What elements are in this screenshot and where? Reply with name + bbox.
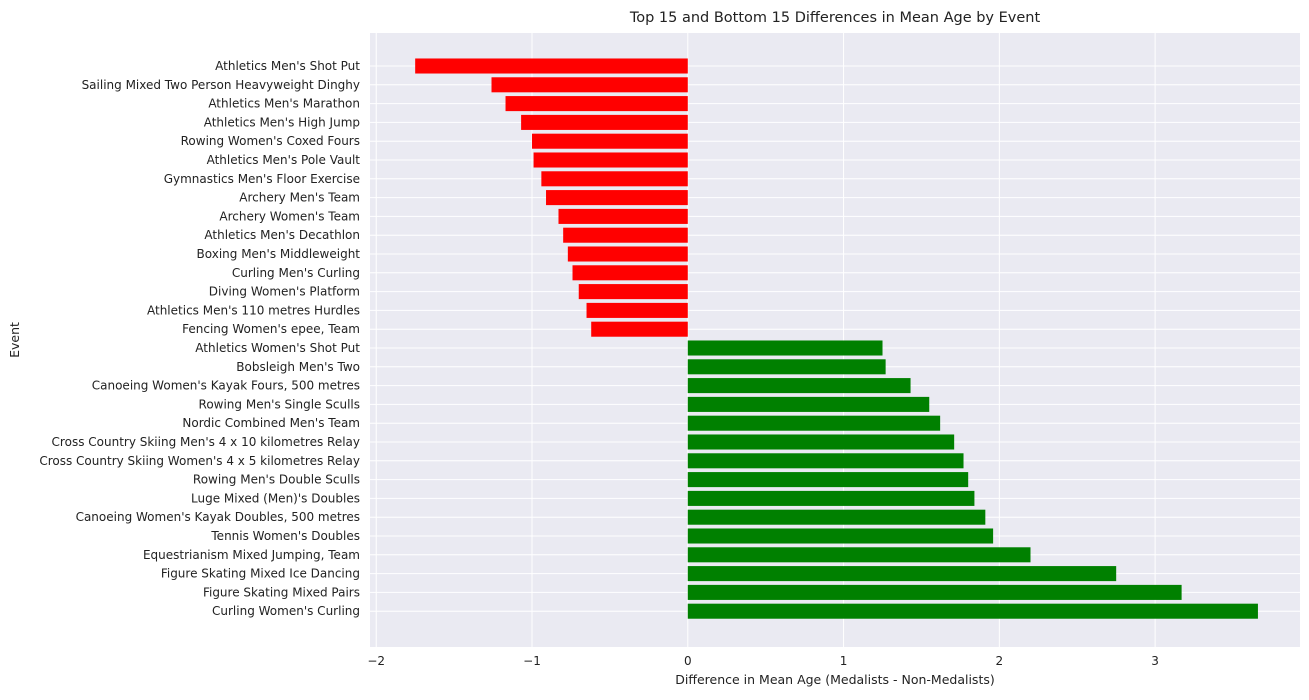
y-tick-label: Equestrianism Mixed Jumping, Team xyxy=(143,548,360,562)
y-tick-label: Athletics Men's Pole Vault xyxy=(207,153,361,167)
y-tick-label: Curling Women's Curling xyxy=(212,604,360,618)
bars-layer xyxy=(415,58,1258,619)
bar xyxy=(687,378,911,394)
plot-background xyxy=(370,33,1300,647)
y-tick-label: Rowing Women's Coxed Fours xyxy=(181,134,360,148)
chart-title: Top 15 and Bottom 15 Differences in Mean… xyxy=(629,10,1041,26)
y-tick-label: Athletics Men's Decathlon xyxy=(204,228,360,242)
bar xyxy=(687,603,1258,619)
x-tick-label: 1 xyxy=(840,654,848,668)
bar xyxy=(687,528,994,544)
bar xyxy=(541,171,688,187)
bar xyxy=(687,509,986,525)
y-axis-title: Event xyxy=(7,322,22,358)
y-tick-label: Figure Skating Mixed Pairs xyxy=(203,585,360,599)
y-tick-label: Athletics Men's Marathon xyxy=(208,97,360,111)
y-tick-label: Athletics Women's Shot Put xyxy=(195,341,360,355)
y-tick-label: Cross Country Skiing Men's 4 x 10 kilome… xyxy=(52,435,360,449)
y-tick-label: Luge Mixed (Men)'s Doubles xyxy=(191,491,360,505)
bar xyxy=(521,114,688,130)
bar xyxy=(687,415,941,431)
y-tick-label: Rowing Men's Double Sculls xyxy=(193,473,360,487)
bar xyxy=(687,490,975,506)
bar xyxy=(687,396,930,412)
bar xyxy=(563,227,688,243)
bar xyxy=(578,284,688,300)
bar xyxy=(415,58,688,74)
bar xyxy=(687,547,1031,563)
bar xyxy=(567,246,688,262)
bar xyxy=(505,96,688,112)
y-tick-label: Cross Country Skiing Women's 4 x 5 kilom… xyxy=(39,454,360,468)
bar xyxy=(687,359,886,375)
x-tick-labels: −2 −1 0 1 2 3 xyxy=(367,654,1159,668)
y-tick-label: Canoeing Women's Kayak Doubles, 500 metr… xyxy=(76,510,360,524)
y-tick-label: Athletics Men's High Jump xyxy=(204,115,360,129)
bar xyxy=(546,190,688,206)
bar xyxy=(558,208,688,224)
bar xyxy=(533,152,688,168)
y-tick-label: Bobsleigh Men's Two xyxy=(236,360,360,374)
y-tick-label: Diving Women's Platform xyxy=(209,285,360,299)
x-axis-title: Difference in Mean Age (Medalists - Non-… xyxy=(675,672,995,687)
y-tick-label: Rowing Men's Single Sculls xyxy=(199,397,360,411)
y-tick-label: Athletics Men's Shot Put xyxy=(215,59,360,73)
y-tick-label: Figure Skating Mixed Ice Dancing xyxy=(161,567,360,581)
bar xyxy=(532,133,688,149)
bar xyxy=(687,340,883,356)
bar xyxy=(491,77,688,93)
x-tick-label: −1 xyxy=(523,654,541,668)
x-tick-label: 3 xyxy=(1151,654,1159,668)
bar xyxy=(687,434,955,450)
x-tick-label: 0 xyxy=(684,654,692,668)
y-tick-label: Tennis Women's Doubles xyxy=(210,529,360,543)
y-tick-label: Athletics Men's 110 metres Hurdles xyxy=(147,303,360,317)
bar xyxy=(687,472,969,488)
y-tick-labels: Athletics Men's Shot Put Sailing Mixed Tw… xyxy=(39,59,360,618)
y-tick-label: Sailing Mixed Two Person Heavyweight Din… xyxy=(82,78,360,92)
x-tick-label: 2 xyxy=(996,654,1004,668)
y-tick-label: Archery Women's Team xyxy=(219,209,360,223)
bar xyxy=(687,566,1117,582)
y-tick-label: Boxing Men's Middleweight xyxy=(197,247,361,261)
bar xyxy=(591,321,688,337)
bar xyxy=(687,584,1182,600)
bar xyxy=(572,265,688,281)
bar xyxy=(586,302,688,318)
y-tick-label: Archery Men's Team xyxy=(239,191,360,205)
x-tick-label: −2 xyxy=(367,654,385,668)
y-tick-label: Curling Men's Curling xyxy=(232,266,360,280)
bar xyxy=(687,453,964,469)
y-tick-label: Gymnastics Men's Floor Exercise xyxy=(164,172,360,186)
y-tick-label: Nordic Combined Men's Team xyxy=(182,416,360,430)
y-tick-label: Canoeing Women's Kayak Fours, 500 metres xyxy=(92,379,360,393)
y-tick-label: Fencing Women's epee, Team xyxy=(182,322,360,336)
